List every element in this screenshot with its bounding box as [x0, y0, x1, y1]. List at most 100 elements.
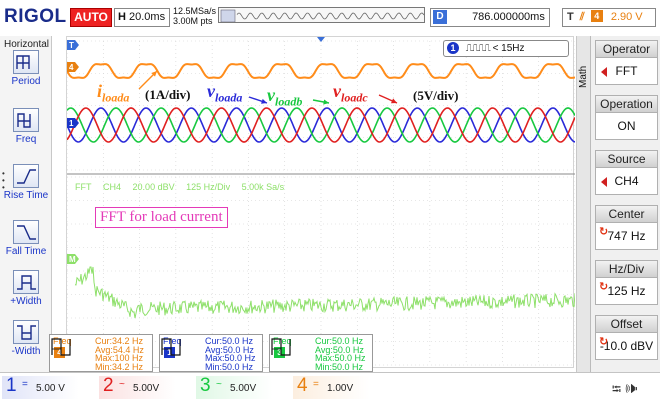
- measurement-max: Max:50.0 Hz: [205, 353, 256, 363]
- menu-item-operator[interactable]: Operator FFT: [595, 40, 658, 85]
- measurement-max: Max:100 Hz: [95, 353, 144, 363]
- measurement-type: Freq: [163, 336, 182, 346]
- horizontal-delay-display[interactable]: D 786.000000ms: [430, 8, 550, 27]
- fft-channel: CH4: [103, 182, 122, 192]
- timebase-label: H: [118, 11, 126, 23]
- freq-icon: [13, 108, 39, 132]
- softkey-width[interactable]: -Width: [0, 320, 52, 357]
- fft-title: FFT: [75, 182, 92, 192]
- voltage-c-annotation: vloadc: [333, 81, 368, 105]
- menu-item-source[interactable]: Source CH4: [595, 150, 658, 195]
- usb-icon: ⭾: [612, 382, 622, 396]
- trigger-status[interactable]: T ⫽ 4 2.90 V: [562, 8, 656, 27]
- measurement-box[interactable]: Freq 1 Cur:50.0 Hz Avg:50.0 Hz Max:50.0 Hz Mi…: [159, 334, 263, 372]
- menu-item-value[interactable]: ON: [595, 112, 658, 140]
- coupling-icon: =: [22, 379, 28, 390]
- softkey-label: +Width: [10, 296, 42, 307]
- knob-icon: ↻: [599, 225, 609, 238]
- menu-item-hz-div[interactable]: Hz/Div ↻ 125 Hz: [595, 260, 658, 305]
- measurement-avg: Avg:50.0 Hz: [315, 344, 364, 355]
- measurement-channel-badge: 1: [164, 347, 175, 358]
- softkey-width[interactable]: +Width: [0, 270, 52, 307]
- acquisition-info: 12.5MSa/s 3.00M pts: [173, 6, 216, 26]
- softkey-rise-time[interactable]: Rise Time: [0, 164, 52, 201]
- menu-item-center[interactable]: Center ↻ 747 Hz: [595, 205, 658, 250]
- measurement-stats: Cur:50.0 Hz Avg:50.0 Hz Max:50.0 Hz Min:50.…: [315, 337, 366, 371]
- channel-marker: 4: [67, 62, 79, 72]
- counter-value: < 15Hz: [492, 43, 525, 54]
- softkey-period[interactable]: Period: [0, 50, 52, 87]
- phase-a-arrow-head: [261, 98, 267, 104]
- menu-item-value[interactable]: ↻ -10.0 dBV: [595, 332, 658, 360]
- measurement-max: Max:50.0 Hz: [315, 353, 366, 363]
- trigger-position-icon: [317, 37, 325, 42]
- menu-tab-math[interactable]: Math: [577, 36, 591, 372]
- knob-icon: ↻: [599, 335, 609, 348]
- menu-item-operation[interactable]: Operation ON: [595, 95, 658, 140]
- measurement-cur: Cur:34.2 Hz: [95, 336, 144, 346]
- menu-item-value[interactable]: ↻ 747 Hz: [595, 222, 658, 250]
- channel-marker: M: [67, 254, 79, 264]
- marker-shape: [67, 62, 79, 72]
- trigger-source-badge: 4: [590, 10, 603, 23]
- marker-shape: [67, 118, 79, 128]
- upper-grid: [67, 40, 575, 171]
- waveform-canvas: T 4 1 M: [67, 37, 575, 366]
- measurement-box[interactable]: Freq 3 Cur:50.0 Hz Avg:50.0 Hz Max:50.0 Hz Mi…: [269, 334, 373, 372]
- softkey-fall-time[interactable]: Fall Time: [0, 220, 52, 257]
- more-indicator: • • •: [2, 169, 5, 192]
- pos-width-icon: [13, 270, 39, 294]
- run-mode-button[interactable]: AUTO: [70, 8, 112, 27]
- fft-status-line: FFT CH4 20.00 dBV 125 Hz/Div 5.00k Sa/s: [75, 182, 293, 192]
- phase-b-arrow-head: [323, 99, 329, 105]
- rise-time-icon: [13, 164, 39, 188]
- menu-item-value[interactable]: CH4: [595, 167, 658, 195]
- phase-a-trace: [67, 107, 575, 143]
- measurement-box[interactable]: Freq 4 Cur:34.2 Hz Avg:54.4 Hz Max:100 Hz Min…: [49, 334, 153, 372]
- current-trace: [67, 63, 575, 79]
- neg-width-icon: [13, 320, 39, 344]
- menu-item-label: Operation: [595, 95, 658, 112]
- menu-item-offset[interactable]: Offset ↻ -10.0 dBV: [595, 315, 658, 360]
- voltage-a-annotation: vloada: [207, 81, 243, 105]
- memory-overview-bar[interactable]: [218, 7, 425, 23]
- channel-3-button[interactable]: 3 ~5.00V: [196, 375, 292, 399]
- menu-item-value-text: FFT: [615, 64, 638, 78]
- softkey-label: Period: [11, 76, 41, 87]
- coupling-icon: ~: [119, 379, 125, 390]
- phase-c-trace: [67, 107, 575, 143]
- timebase-display[interactable]: H 20.0ms: [114, 8, 170, 27]
- measurement-channel-badge: 4: [54, 347, 65, 358]
- coupling-icon: ~: [216, 379, 222, 390]
- sidebar-title: Horizontal: [4, 39, 50, 50]
- delay-value: 786.000000ms: [472, 11, 545, 23]
- marker-shape: [67, 40, 79, 50]
- marker-label: 4: [69, 63, 74, 72]
- trigger-level: 2.90 V: [610, 11, 643, 23]
- channel-1-button[interactable]: 1 = 5.00 V: [2, 375, 98, 399]
- channel-number: 4: [297, 375, 308, 396]
- square-wave-icon: ⎍⎍⎍⎍: [465, 43, 491, 54]
- menu-item-label: Hz/Div: [595, 260, 658, 277]
- memory-depth: 3.00M pts: [173, 16, 213, 26]
- channel-2-button[interactable]: 2 ~5.00V: [99, 375, 195, 399]
- softkey-freq[interactable]: Freq: [0, 108, 52, 145]
- waveform-display[interactable]: T 4 1 M 1 ⎍⎍⎍⎍ < 15Hz iloada (1A/div) vload…: [49, 36, 575, 372]
- fft-rate: 5.00k Sa/s: [241, 182, 285, 192]
- status-icons: ⭾ 🕪: [612, 380, 638, 401]
- status-bar: RIGOL AUTO H 20.0ms 12.5MSa/s 3.00M pts …: [0, 0, 660, 36]
- fft-caption: FFT for load current: [95, 207, 228, 228]
- speaker-icon: 🕪: [624, 382, 638, 396]
- math-menu: Math Operator FFT Operation ON Source CH4 Cent…: [576, 36, 660, 372]
- phase-b-trace: [67, 107, 575, 143]
- measurement-min: Min:50.0 Hz: [205, 361, 254, 372]
- measurement-type: Freq: [53, 336, 72, 346]
- menu-item-value[interactable]: FFT: [595, 57, 658, 85]
- frequency-counter: 1 ⎍⎍⎍⎍ < 15Hz: [443, 40, 569, 57]
- measurement-stats: Cur:50.0 Hz Avg:50.0 Hz Max:50.0 Hz Min:50.…: [205, 337, 256, 371]
- menu-item-label: Offset: [595, 315, 658, 332]
- menu-item-value[interactable]: ↻ 125 Hz: [595, 277, 658, 305]
- channel-4-button[interactable]: 4 = 1.00V: [293, 375, 389, 399]
- frequency-pulse-icon: [271, 338, 291, 356]
- memory-waveform-icon: [220, 9, 424, 22]
